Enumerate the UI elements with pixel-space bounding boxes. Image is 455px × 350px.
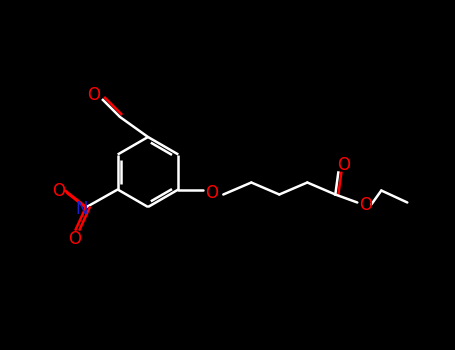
Text: O: O <box>87 86 101 104</box>
Text: O: O <box>205 183 218 202</box>
Text: N: N <box>76 201 88 218</box>
Text: O: O <box>68 231 81 248</box>
Text: O: O <box>52 182 65 199</box>
Text: O: O <box>359 196 372 213</box>
Text: O: O <box>337 155 350 174</box>
